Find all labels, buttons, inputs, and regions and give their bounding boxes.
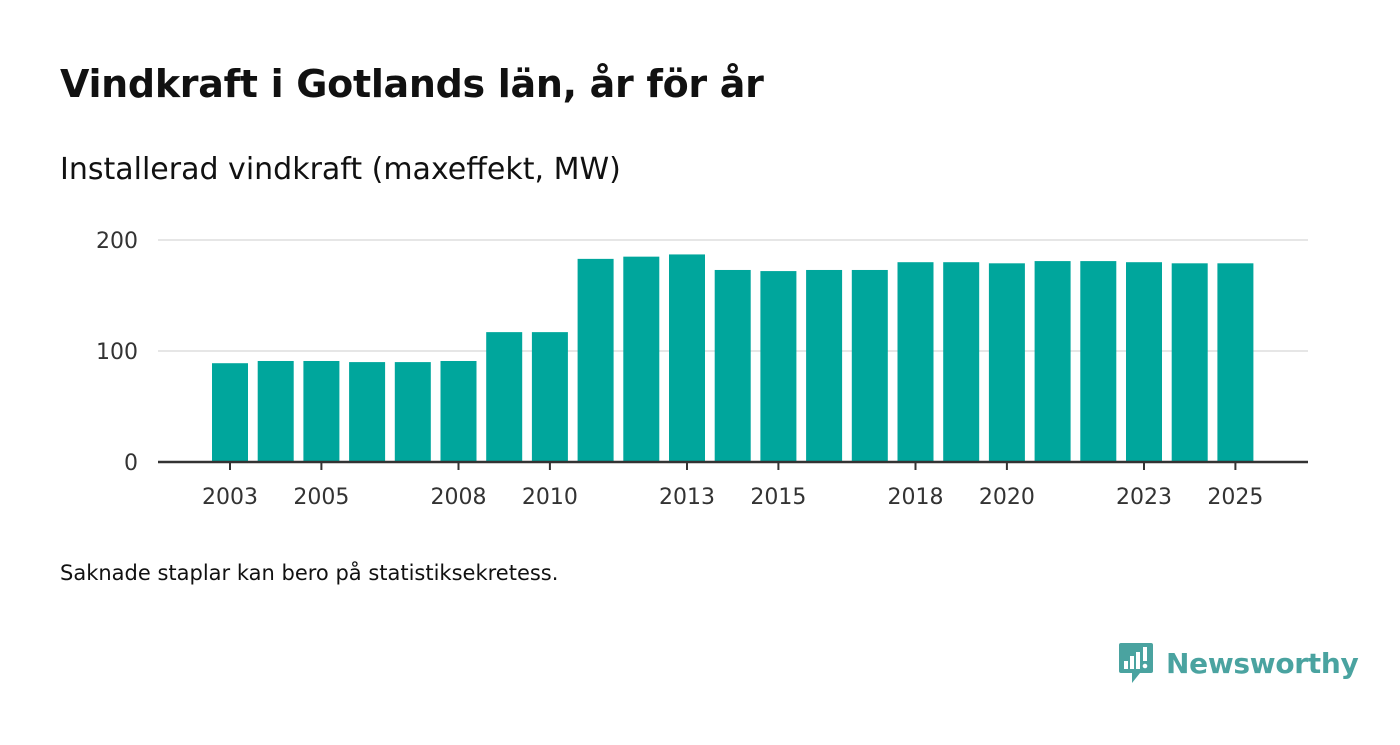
bar-2010[interactable] [531, 332, 568, 462]
bar-2024[interactable] [1171, 263, 1208, 462]
brand-logo[interactable]: Newsworthy [1118, 641, 1359, 685]
footnote: Saknade staplar kan bero på statistiksek… [60, 561, 559, 585]
bar-2018[interactable] [897, 262, 934, 462]
bar-2006[interactable] [349, 362, 386, 462]
bar-2023[interactable] [1126, 262, 1162, 462]
bar-2015[interactable] [760, 271, 797, 462]
y-tick-label: 100 [96, 340, 138, 365]
bar-2019[interactable] [943, 262, 980, 462]
bar-2008[interactable] [440, 360, 477, 462]
bar-2007[interactable] [394, 362, 431, 462]
x-tick-label: 2018 [888, 485, 944, 510]
x-tick-label: 2023 [1116, 485, 1172, 510]
newsworthy-logo-icon [1119, 643, 1153, 683]
x-axis-ticks: 2003 2005 2008 2010 2013 2015 2018 2020 2023 2025 [202, 462, 1263, 510]
x-tick-label: 2010 [522, 485, 578, 510]
brand-name: Newsworthy [1166, 646, 1359, 680]
bar-2004[interactable] [257, 360, 294, 462]
y-axis-ticks: 0 100 200 [96, 229, 138, 476]
bar-2013[interactable] [669, 254, 705, 462]
x-tick-label: 2013 [659, 485, 715, 510]
bar-chart: 0 100 200 2003 2005 2008 2010 2013 2015 2018 2020… [96, 229, 1308, 510]
bar-2025[interactable] [1217, 263, 1254, 462]
bar-2009[interactable] [486, 332, 523, 462]
y-tick-label: 0 [124, 451, 138, 476]
x-tick-label: 2020 [979, 485, 1035, 510]
bar-2021[interactable] [1034, 261, 1071, 462]
bar-2016[interactable] [806, 269, 843, 462]
x-tick-label: 2025 [1207, 485, 1263, 510]
x-tick-label: 2008 [431, 485, 487, 510]
bar-2017[interactable] [851, 269, 888, 462]
x-tick-label: 2005 [293, 485, 349, 510]
bar-2012[interactable] [623, 256, 660, 462]
chart-subtitle: Installerad vindkraft (maxeffekt, MW) [60, 152, 621, 187]
chart-title: Vindkraft i Gotlands län, år för år [60, 62, 764, 106]
bar-2005[interactable] [303, 360, 340, 462]
x-tick-label: 2003 [202, 485, 258, 510]
x-tick-label: 2015 [750, 485, 806, 510]
bar-2003[interactable] [212, 363, 248, 462]
bar-2022[interactable] [1080, 261, 1117, 462]
y-tick-label: 200 [96, 229, 138, 254]
bars [212, 254, 1254, 462]
bar-2011[interactable] [577, 258, 614, 462]
bar-2020[interactable] [988, 263, 1025, 462]
bar-2014[interactable] [714, 269, 751, 462]
